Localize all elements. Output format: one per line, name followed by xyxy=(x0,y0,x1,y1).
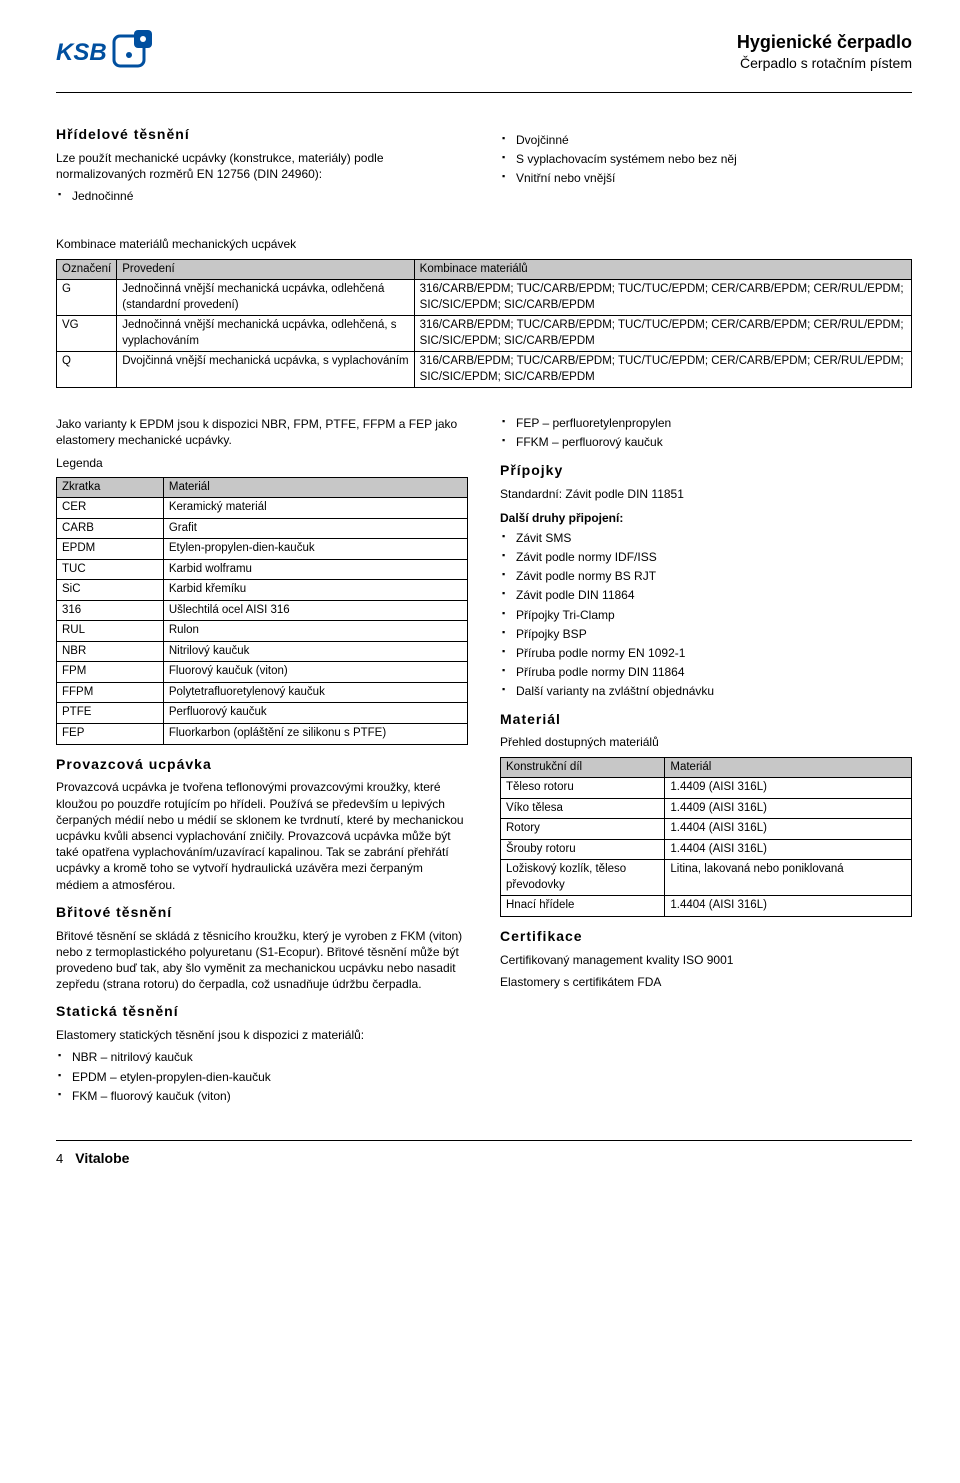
shaft-seal-section: Hřídelové těsnění Lze použít mechanické … xyxy=(56,115,912,212)
table-row: EPDMEtylen-propylen-dien-kaučuk xyxy=(57,539,468,560)
header-title-2: Čerpadlo s rotačním pístem xyxy=(737,54,912,73)
connections-list: Závit SMS Závit podle normy IDF/ISS Závi… xyxy=(500,530,912,700)
certification-heading: Certifikace xyxy=(500,927,912,946)
material-table: Konstrukční díl Materiál Těleso rotoru1.… xyxy=(500,757,912,917)
table-header-row: Označení Provedení Kombinace materiálů xyxy=(57,259,912,280)
list-item: Další varianty na zvláštní objednávku xyxy=(500,683,912,699)
lip-seal-text: Břitové těsnění se skládá z těsnicího kr… xyxy=(56,928,468,993)
list-item: Závit podle DIN 11864 xyxy=(500,587,912,603)
packing-text: Provazcová ucpávka je tvořena teflonovým… xyxy=(56,779,468,892)
header-divider xyxy=(56,92,912,93)
table-row: PTFEPerfluorový kaučuk xyxy=(57,703,468,724)
table-row: Víko tělesa1.4409 (AISI 316L) xyxy=(501,798,912,819)
col-header: Kombinace materiálů xyxy=(414,259,911,280)
lower-columns: Jako varianty k EPDM jsou k dispozici NB… xyxy=(56,412,912,1112)
logo-text: KSB xyxy=(56,39,107,66)
table-row: CERKeramický materiál xyxy=(57,498,468,519)
shaft-seal-left-list: Jednočinné xyxy=(56,188,468,204)
table-row: Ložiskový kozlík, těleso převodovkyLitin… xyxy=(501,860,912,896)
table-row: Rotory1.4404 (AISI 316L) xyxy=(501,819,912,840)
list-item: FFKM – perfluorový kaučuk xyxy=(500,434,912,450)
combination-table-title: Kombinace materiálů mechanických ucpávek xyxy=(56,236,912,252)
list-item: Dvojčinné xyxy=(500,132,912,148)
table-row: 316Ušlechtilá ocel AISI 316 xyxy=(57,600,468,621)
table-header-row: Konstrukční díl Materiál xyxy=(501,757,912,778)
connections-heading: Přípojky xyxy=(500,461,912,480)
list-item: FEP – perfluoretylenpropylen xyxy=(500,415,912,431)
shaft-seal-heading: Hřídelové těsnění xyxy=(56,125,468,144)
material-heading: Materiál xyxy=(500,710,912,729)
header-titles: Hygienické čerpadlo Čerpadlo s rotačním … xyxy=(737,30,912,73)
page-number: 4 xyxy=(56,1150,63,1168)
table-row: FPMFluorový kaučuk (viton) xyxy=(57,662,468,683)
shaft-seal-right-list: Dvojčinné S vyplachovacím systémem nebo … xyxy=(500,132,912,187)
connections-other-label: Další druhy připojení: xyxy=(500,510,912,526)
table-row: RULRulon xyxy=(57,621,468,642)
list-item: Přípojky Tri-Clamp xyxy=(500,607,912,623)
brand-logo: KSB xyxy=(56,30,166,74)
col-header: Materiál xyxy=(163,477,467,498)
connections-standard: Standardní: Závit podle DIN 11851 xyxy=(500,486,912,502)
list-item: Závit podle normy BS RJT xyxy=(500,568,912,584)
footer-divider xyxy=(56,1140,912,1141)
certification-item: Certifikovaný management kvality ISO 900… xyxy=(500,952,912,968)
shaft-seal-intro: Lze použít mechanické ucpávky (konstrukc… xyxy=(56,150,468,182)
list-item: NBR – nitrilový kaučuk xyxy=(56,1049,468,1065)
combination-table: Označení Provedení Kombinace materiálů G… xyxy=(56,259,912,389)
list-item: Závit SMS xyxy=(500,530,912,546)
list-item: Příruba podle normy EN 1092-1 xyxy=(500,645,912,661)
page-footer: 4 Vitalobe xyxy=(56,1149,912,1168)
list-item: S vyplachovacím systémem nebo bez něj xyxy=(500,151,912,167)
table-row: G Jednočinná vnější mechanická ucpávka, … xyxy=(57,280,912,316)
footer-title: Vitalobe xyxy=(75,1149,129,1168)
table-row: NBRNitrilový kaučuk xyxy=(57,641,468,662)
table-row: FEPFluorkarbon (opláštění ze silikonu s … xyxy=(57,724,468,745)
list-item: Přípojky BSP xyxy=(500,626,912,642)
table-row: FFPMPolytetrafluoretylenový kaučuk xyxy=(57,682,468,703)
list-item: FKM – fluorový kaučuk (viton) xyxy=(56,1088,468,1104)
table-row: Hnací hřídele1.4404 (AISI 316L) xyxy=(501,896,912,917)
left-column: Jako varianty k EPDM jsou k dispozici NB… xyxy=(56,412,468,1112)
table-row: CARBGrafit xyxy=(57,518,468,539)
list-item: Jednočinné xyxy=(56,188,468,204)
page-header: KSB Hygienické čerpadlo Čerpadlo s rotač… xyxy=(56,30,912,74)
right-extra-list: FEP – perfluoretylenpropylen FFKM – perf… xyxy=(500,415,912,450)
legend-table: Zkratka Materiál CERKeramický materiál C… xyxy=(56,477,468,745)
col-header: Konstrukční díl xyxy=(501,757,665,778)
variants-note: Jako varianty k EPDM jsou k dispozici NB… xyxy=(56,416,468,448)
table-row: Šrouby rotoru1.4404 (AISI 316L) xyxy=(501,839,912,860)
table-row: TUCKarbid wolframu xyxy=(57,559,468,580)
table-row: VG Jednočinná vnější mechanická ucpávka,… xyxy=(57,316,912,352)
certification-item: Elastomery s certifikátem FDA xyxy=(500,974,912,990)
col-header: Materiál xyxy=(665,757,912,778)
table-header-row: Zkratka Materiál xyxy=(57,477,468,498)
col-header: Provedení xyxy=(117,259,414,280)
lip-seal-heading: Břitové těsnění xyxy=(56,903,468,922)
right-column: FEP – perfluoretylenpropylen FFKM – perf… xyxy=(500,412,912,1112)
list-item: Závit podle normy IDF/ISS xyxy=(500,549,912,565)
table-row: Těleso rotoru1.4409 (AISI 316L) xyxy=(501,778,912,799)
list-item: EPDM – etylen-propylen-dien-kaučuk xyxy=(56,1069,468,1085)
table-row: SiCKarbid křemíku xyxy=(57,580,468,601)
packing-heading: Provazcová ucpávka xyxy=(56,755,468,774)
static-seal-heading: Statická těsnění xyxy=(56,1002,468,1021)
legend-title: Legenda xyxy=(56,455,468,471)
table-row: Q Dvojčinná vnější mechanická ucpávka, s… xyxy=(57,352,912,388)
col-header: Zkratka xyxy=(57,477,164,498)
col-header: Označení xyxy=(57,259,117,280)
header-title-1: Hygienické čerpadlo xyxy=(737,30,912,54)
static-seal-text: Elastomery statických těsnění jsou k dis… xyxy=(56,1027,468,1043)
material-subtitle: Přehled dostupných materiálů xyxy=(500,734,912,750)
static-seal-list: NBR – nitrilový kaučuk EPDM – etylen-pro… xyxy=(56,1049,468,1104)
list-item: Příruba podle normy DIN 11864 xyxy=(500,664,912,680)
list-item: Vnitřní nebo vnější xyxy=(500,170,912,186)
